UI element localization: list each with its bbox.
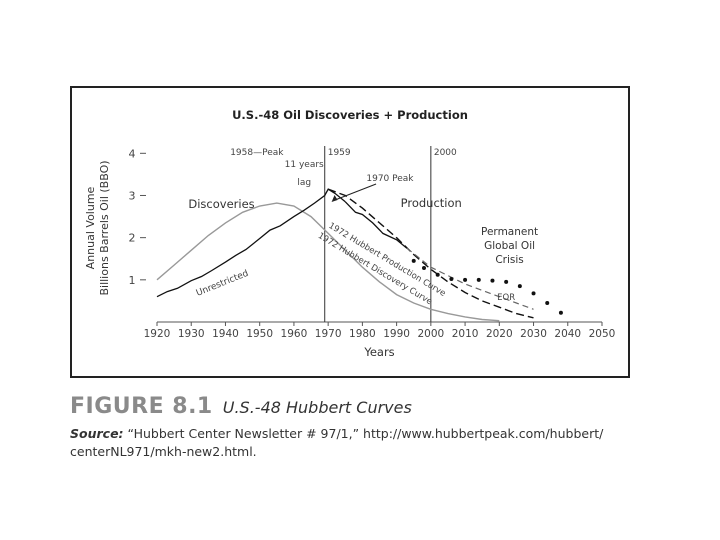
annotation-crisis-line2: Global Oil xyxy=(484,240,535,252)
x-tick-label: 2000 xyxy=(417,328,444,340)
x-tick-label: 1930 xyxy=(178,328,205,340)
permanent-global-oil-crisis-point xyxy=(558,310,563,315)
x-tick-label: 2040 xyxy=(554,328,581,340)
unrestricted-line xyxy=(156,188,346,298)
x-tick-label: 2020 xyxy=(486,328,513,340)
x-tick-label: 1970 xyxy=(315,328,342,340)
y-tick-label: 3 xyxy=(129,189,136,202)
1972-hubbert-production-curve-line xyxy=(327,188,534,319)
source-text-line1: “Hubbert Center Newsletter # 97/1,” http… xyxy=(123,426,604,441)
reference-line-label: 2000 xyxy=(434,148,457,158)
y-axis-label-line2: Billions Barrels Oil (BBO) xyxy=(98,160,111,295)
hubbert-chart: U.S.-48 Oil Discoveries + Production Annu… xyxy=(84,108,616,359)
x-tick-label: 2010 xyxy=(452,328,479,340)
x-tick-label: 1940 xyxy=(212,328,239,340)
x-tick-label: 2030 xyxy=(520,328,547,340)
permanent-global-oil-crisis-point xyxy=(504,279,509,284)
annotation-crisis-line1: Permanent xyxy=(481,226,538,238)
x-tick-label: 1990 xyxy=(383,328,410,340)
permanent-global-oil-crisis-point xyxy=(517,284,522,289)
x-tick-label: 1920 xyxy=(144,328,171,340)
annotation-crisis-line3: Crisis xyxy=(495,254,523,266)
annotation-discovery-curve: 1972 Hubbert Discovery Curve xyxy=(316,231,434,307)
figure-caption: FIGURE 8.1 U.S.-48 Hubbert Curves Source:… xyxy=(70,394,670,461)
x-tick-label: 1950 xyxy=(246,328,273,340)
production-line xyxy=(344,201,408,249)
permanent-global-oil-crisis-point xyxy=(422,266,426,271)
y-tick-label: 2 xyxy=(129,232,136,245)
annotation-discoveries: Discoveries xyxy=(188,197,254,211)
peak-1970-arrow xyxy=(334,183,377,201)
x-tick-label: 1980 xyxy=(349,328,376,340)
permanent-global-oil-crisis-point xyxy=(490,278,495,283)
eor-line xyxy=(406,247,534,310)
x-tick-label: 1960 xyxy=(281,328,308,340)
annotation-production: Production xyxy=(401,196,462,210)
chart-title: U.S.-48 Oil Discoveries + Production xyxy=(232,108,468,122)
permanent-global-oil-crisis-point xyxy=(449,276,454,281)
permanent-global-oil-crisis-point xyxy=(545,301,550,306)
permanent-global-oil-crisis-point xyxy=(463,277,468,282)
reference-line-label: 1959 xyxy=(328,148,351,158)
permanent-global-oil-crisis-point xyxy=(411,258,416,263)
figure-source: Source: “Hubbert Center Newsletter # 97/… xyxy=(70,425,670,461)
y-tick-label: 4 xyxy=(129,147,136,160)
permanent-global-oil-crisis-point xyxy=(531,291,536,296)
annotation-eor: EOR xyxy=(497,293,515,303)
y-axis-label-line1: Annual Volume xyxy=(84,186,97,269)
permanent-global-oil-crisis-point xyxy=(476,277,481,282)
x-axis-label: Years xyxy=(363,345,394,359)
annotation-peak-1958: 1958—Peak xyxy=(230,148,284,158)
peak-1970-arrowhead xyxy=(331,195,338,202)
figure-frame: U.S.-48 Oil Discoveries + Production Annu… xyxy=(70,86,630,378)
x-tick-label: 2050 xyxy=(589,328,616,340)
1972-hubbert-discovery-curve-line xyxy=(156,202,500,322)
annotation-lag-line1: 11 years xyxy=(285,160,324,170)
annotation-unrestricted: Unrestricted xyxy=(195,269,250,299)
figure-title: U.S.-48 Hubbert Curves xyxy=(222,398,412,417)
source-text-line2: centerNL971/mkh-new2.html. xyxy=(70,444,257,459)
annotation-lag-line2: lag xyxy=(297,178,311,188)
figure-number: FIGURE 8.1 xyxy=(70,394,213,419)
figure-heading: FIGURE 8.1 U.S.-48 Hubbert Curves xyxy=(70,394,670,419)
permanent-global-oil-crisis-point xyxy=(435,272,440,277)
y-tick-label: 1 xyxy=(129,274,136,287)
source-label: Source: xyxy=(70,426,124,441)
annotation-peak-1970: 1970 Peak xyxy=(366,174,414,184)
